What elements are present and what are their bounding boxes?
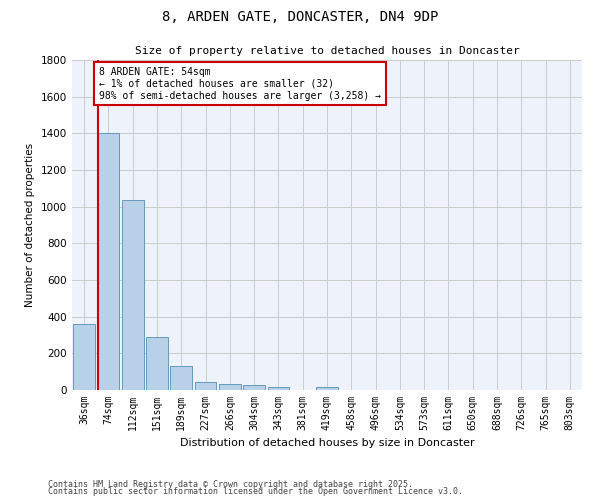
Bar	[194, 382, 217, 390]
Bar	[170, 366, 192, 390]
Text: 8, ARDEN GATE, DONCASTER, DN4 9DP: 8, ARDEN GATE, DONCASTER, DN4 9DP	[162, 10, 438, 24]
Bar	[97, 134, 119, 390]
Text: Contains public sector information licensed under the Open Government Licence v3: Contains public sector information licen…	[48, 487, 463, 496]
Bar	[146, 337, 168, 390]
X-axis label: Distribution of detached houses by size in Doncaster: Distribution of detached houses by size …	[179, 438, 475, 448]
Bar	[316, 386, 338, 390]
Bar	[73, 324, 95, 390]
Bar	[243, 386, 265, 390]
Bar	[122, 200, 143, 390]
Text: Contains HM Land Registry data © Crown copyright and database right 2025.: Contains HM Land Registry data © Crown c…	[48, 480, 413, 489]
Bar	[268, 386, 289, 390]
Y-axis label: Number of detached properties: Number of detached properties	[25, 143, 35, 307]
Bar	[219, 384, 241, 390]
Title: Size of property relative to detached houses in Doncaster: Size of property relative to detached ho…	[134, 46, 520, 56]
Text: 8 ARDEN GATE: 54sqm
← 1% of detached houses are smaller (32)
98% of semi-detache: 8 ARDEN GATE: 54sqm ← 1% of detached hou…	[99, 68, 381, 100]
